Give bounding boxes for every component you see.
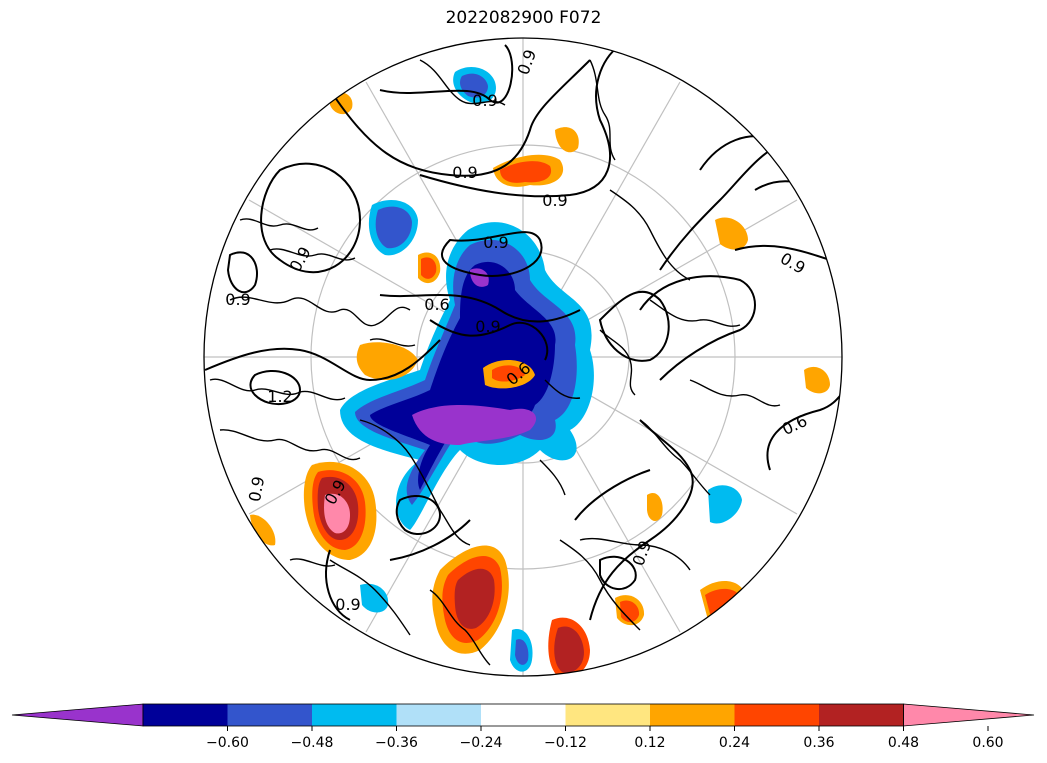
colorbar-tick-label: 0.60 (972, 735, 1003, 751)
contour-label: 0.9 (483, 233, 508, 252)
colorbar-frame (142, 703, 904, 727)
colorbar-tick-label: 0.24 (719, 735, 750, 751)
colorbar: −0.60 −0.48 −0.36 −0.24 −0.12 0.12 0.24 0.36 0.4… (11, 703, 1035, 751)
colorbar-cell (312, 704, 397, 726)
polar-map: 0.9 0.9 0.9 0.9 0.9 0.9 0.9 0.9 0.6 0.9 … (203, 37, 843, 677)
colorbar-ticks: −0.60 −0.48 −0.36 −0.24 −0.12 0.12 0.24 0.36 0.4… (206, 726, 1004, 751)
colorbar-tick-label: 0.12 (634, 735, 665, 751)
map-boundary (203, 37, 843, 677)
colorbar-tick-label: −0.60 (206, 735, 249, 751)
contour-lines (204, 44, 842, 621)
map-title: 2022082900 F072 (445, 8, 602, 28)
contour-label: 0.9 (335, 595, 360, 614)
colorbar-cell (650, 704, 735, 726)
colorbar-tick-label: 0.48 (888, 735, 919, 751)
contour-label: 0.9 (245, 475, 268, 503)
contour-label: 0.9 (225, 290, 250, 309)
contour-label: 0.9 (472, 91, 497, 110)
colorbar-tick-label: −0.12 (544, 735, 587, 751)
colorbar-extend-low (11, 703, 144, 727)
colorbar-tick-label: 0.36 (803, 735, 834, 751)
contour-label: 0.9 (475, 317, 500, 336)
colorbar-tick-label: −0.24 (460, 735, 503, 751)
colorbar-cell (734, 704, 820, 726)
contour-label: 1.2 (267, 387, 292, 406)
colorbar-cell (227, 704, 313, 726)
colorbar-cell (819, 704, 904, 726)
colorbar-cell (143, 704, 228, 726)
contour-label: 0.9 (542, 191, 567, 210)
colorbar-extend-high (903, 703, 1035, 727)
colorbar-cells (11, 703, 1035, 727)
colorbar-cell (565, 704, 651, 726)
contour-label: 0.9 (452, 163, 477, 182)
colorbar-cell (396, 704, 482, 726)
colorbar-tick-label: −0.48 (291, 735, 334, 751)
colorbar-tick-label: −0.36 (375, 735, 418, 751)
colorbar-cell (481, 704, 566, 726)
anomaly-fills (250, 67, 830, 676)
contour-label: 0.6 (424, 295, 449, 314)
